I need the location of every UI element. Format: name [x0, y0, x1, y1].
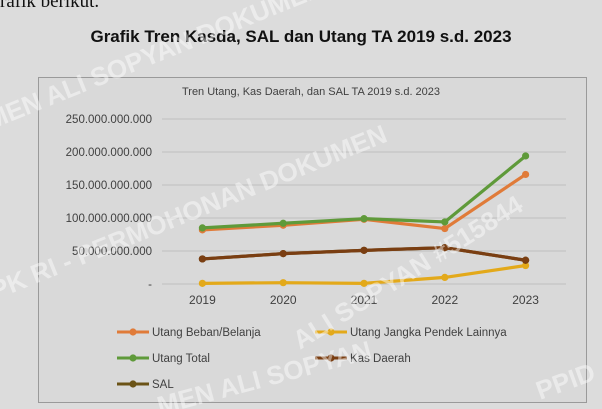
data-point	[198, 255, 206, 263]
legend-label: Utang Total	[152, 353, 210, 365]
legend-marker	[129, 328, 137, 336]
x-tick-label: 2023	[512, 293, 539, 307]
data-point	[441, 244, 449, 252]
data-point	[360, 215, 368, 223]
trend-line-chart: Tren Utang, Kas Daerah, dan SAL TA 2019 …	[66, 86, 566, 391]
y-tick-label: -	[148, 279, 152, 291]
data-point	[522, 152, 530, 160]
data-point	[279, 279, 287, 287]
data-point	[441, 273, 449, 281]
y-tick-label: 50.000.000.000	[72, 246, 152, 258]
data-point	[522, 256, 530, 264]
data-point	[279, 219, 287, 227]
data-point	[360, 246, 368, 254]
document-body-text: rafik berikut.	[0, 0, 100, 12]
x-tick-label: 2021	[351, 293, 378, 307]
legend-marker	[129, 354, 137, 362]
legend-label: Utang Jangka Pendek Lainnya	[350, 327, 507, 339]
legend-marker	[327, 328, 335, 336]
x-tick-label: 2020	[270, 293, 297, 307]
y-tick-label: 100.000.000.000	[66, 213, 152, 225]
x-tick-label: 2019	[189, 293, 216, 307]
y-tick-label: 200.000.000.000	[66, 147, 152, 159]
legend-label: SAL	[152, 379, 174, 391]
data-point	[279, 250, 287, 258]
data-point	[522, 261, 530, 270]
legend-label: Kas Daerah	[350, 353, 411, 365]
y-tick-label: 250.000.000.000	[66, 114, 152, 126]
y-tick-label: 150.000.000.000	[66, 180, 152, 192]
data-point	[441, 224, 449, 233]
legend-marker	[327, 354, 335, 362]
legend-marker	[129, 380, 137, 388]
chart-frame: Tren Utang, Kas Daerah, dan SAL TA 2019 …	[38, 77, 587, 403]
chart-heading: Grafik Tren Kasda, SAL dan Utang TA 2019…	[90, 27, 512, 46]
chart-title: Tren Utang, Kas Daerah, dan SAL TA 2019 …	[182, 86, 440, 98]
x-tick-label: 2022	[431, 293, 458, 307]
data-point	[198, 279, 206, 287]
legend-label: Utang Beban/Belanja	[152, 327, 261, 339]
data-point	[522, 170, 530, 179]
data-point	[441, 218, 449, 226]
data-point	[360, 279, 368, 287]
data-point	[198, 224, 206, 232]
